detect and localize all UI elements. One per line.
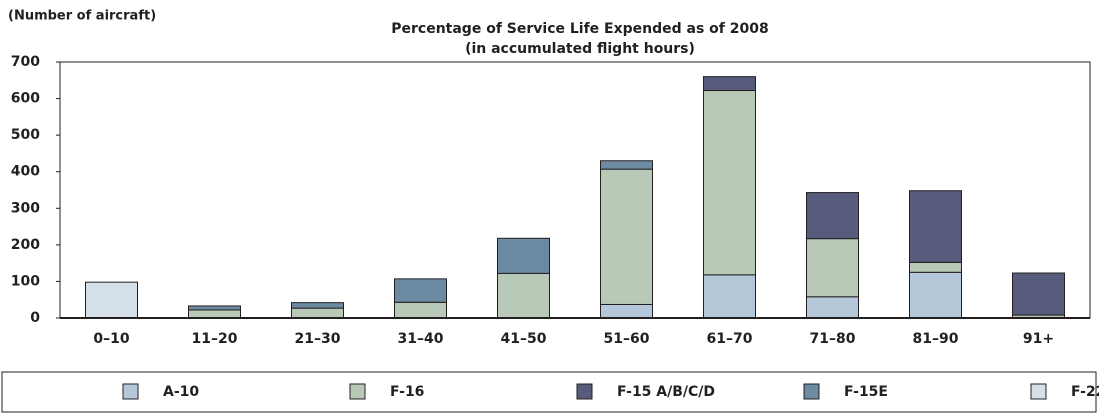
y-tick-label: 500 [11, 127, 40, 143]
x-tick-label: 81–90 [913, 331, 959, 347]
x-tick-label: 11–20 [192, 331, 238, 347]
y-tick-label: 300 [11, 200, 40, 216]
y-tick-label: 600 [11, 91, 40, 107]
chart-subtitle: (in accumulated flight hours) [465, 41, 695, 57]
legend-swatch [349, 383, 366, 400]
bar-segment [394, 301, 447, 319]
legend-label: F-16 [390, 384, 424, 400]
bar-segment [497, 237, 550, 274]
bar-segment [188, 309, 241, 319]
legend-label: A-10 [163, 384, 199, 400]
bar-segment [703, 76, 756, 92]
y-tick-label: 100 [11, 273, 40, 289]
x-tick-label: 41–50 [501, 331, 547, 347]
bar-segment [600, 160, 653, 170]
x-tick-label: 91+ [1023, 331, 1054, 347]
bar-segment [909, 261, 962, 273]
bar-segment [806, 192, 859, 240]
y-tick-label: 200 [11, 237, 40, 253]
bar-segment [600, 303, 653, 319]
bar-segment [909, 190, 962, 263]
x-tick-label: 31–40 [398, 331, 444, 347]
bar-segment [806, 238, 859, 298]
bar-segment [497, 272, 550, 319]
y-tick-label: 700 [11, 54, 40, 70]
legend-swatch [122, 383, 139, 400]
y-tick-label: 0 [30, 310, 40, 326]
bar-segment [85, 281, 138, 319]
x-tick-label: 21–30 [295, 331, 341, 347]
bar-segment [394, 278, 447, 303]
bar-segment [188, 305, 241, 311]
legend-label: F-15 A/B/C/D [617, 384, 715, 400]
bar-segment [703, 274, 756, 319]
bar-segment [703, 90, 756, 276]
bar-segment [1012, 272, 1065, 316]
x-tick-label: 71–80 [810, 331, 856, 347]
y-tick-label: 400 [11, 164, 40, 180]
bar-segment [909, 271, 962, 319]
legend-label: F-22 [1071, 384, 1099, 400]
x-tick-label: 51–60 [604, 331, 650, 347]
legend-swatch [1030, 383, 1047, 400]
legend-swatch [803, 383, 820, 400]
x-tick-label: 0–10 [93, 331, 129, 347]
chart-title: Percentage of Service Life Expended as o… [391, 21, 768, 37]
x-tick-label: 61–70 [707, 331, 753, 347]
y-axis-label: (Number of aircraft) [8, 9, 156, 24]
legend-label: F-15E [844, 384, 888, 400]
legend-box [1, 371, 1097, 413]
bar-segment [291, 307, 344, 319]
legend-swatch [576, 383, 593, 400]
bar-segment [291, 302, 344, 309]
bar-segment [600, 168, 653, 305]
bar-segment [806, 296, 859, 319]
